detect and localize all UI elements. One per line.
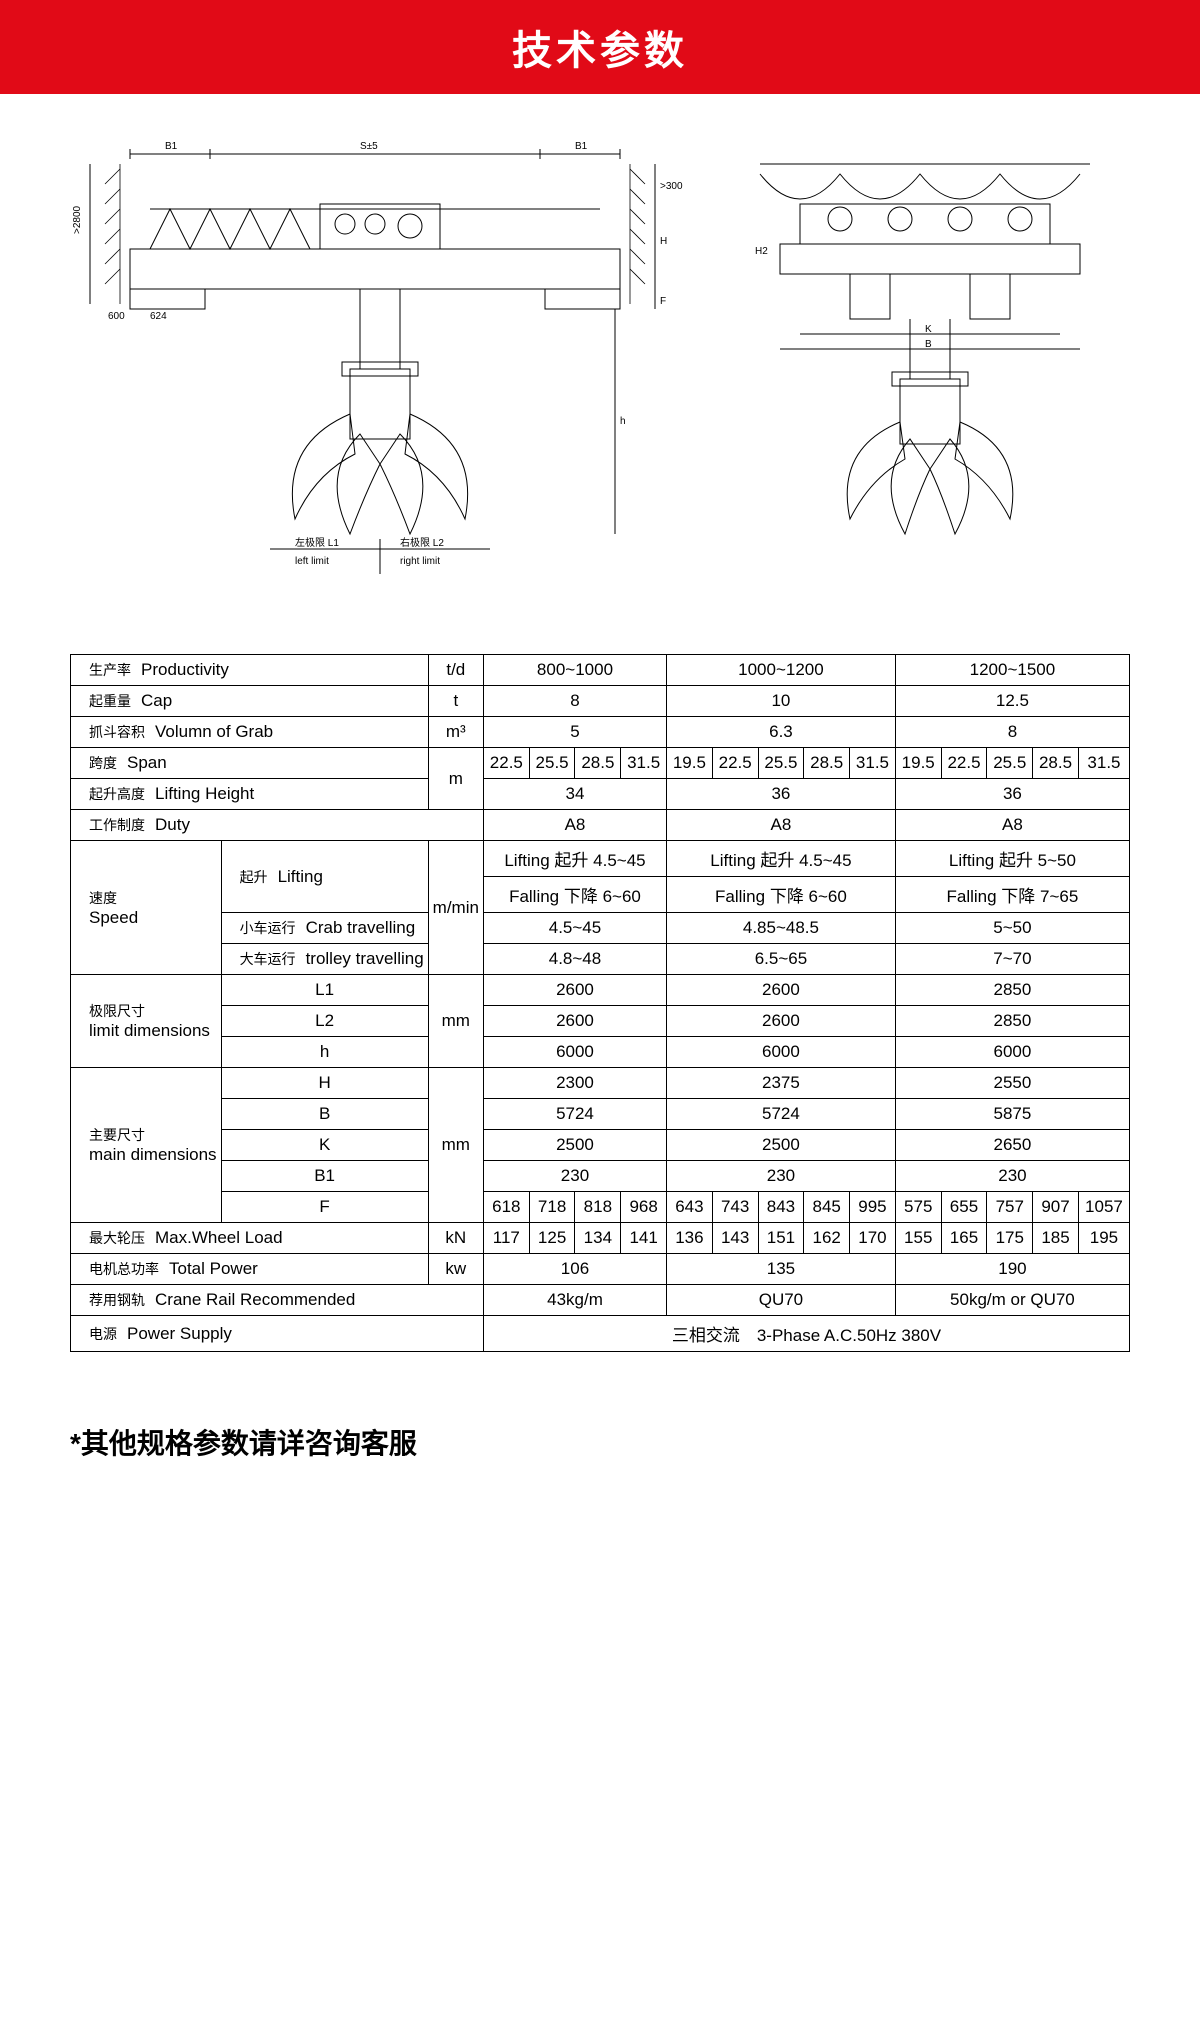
svg-text:left limit: left limit: [295, 556, 329, 567]
svg-text:右极限 L2: 右极限 L2: [400, 536, 444, 549]
svg-text:B1: B1: [165, 141, 178, 152]
svg-text:B1: B1: [575, 141, 588, 152]
svg-text:h: h: [620, 416, 626, 427]
svg-text:K: K: [925, 324, 932, 335]
spec-table-wrap: 生产率Productivity t/d 800~1000 1000~1200 1…: [0, 654, 1200, 1352]
footnote: *其他规格参数请详咨询客服: [0, 1352, 1200, 1522]
svg-text:H: H: [660, 236, 667, 247]
svg-text:F: F: [660, 296, 666, 307]
svg-text:right limit: right limit: [400, 556, 440, 567]
crane-diagram: B1 S±5 B1 >2800 600: [0, 94, 1200, 654]
spec-table: 生产率Productivity t/d 800~1000 1000~1200 1…: [70, 654, 1130, 1352]
svg-text:左极限 L1: 左极限 L1: [295, 536, 339, 549]
svg-text:>2800: >2800: [72, 205, 83, 234]
svg-text:624: 624: [150, 311, 167, 322]
crane-front-view: B1 S±5 B1 >2800 600: [60, 134, 700, 594]
svg-text:S±5: S±5: [360, 141, 378, 152]
svg-text:>300: >300: [660, 181, 683, 192]
svg-text:600: 600: [108, 311, 125, 322]
crane-side-view: H2 K B: [740, 134, 1120, 594]
header-title: 技术参数: [0, 0, 1200, 94]
svg-text:H2: H2: [755, 246, 768, 257]
svg-text:B: B: [925, 339, 932, 350]
row-productivity: 生产率Productivity: [71, 655, 429, 686]
